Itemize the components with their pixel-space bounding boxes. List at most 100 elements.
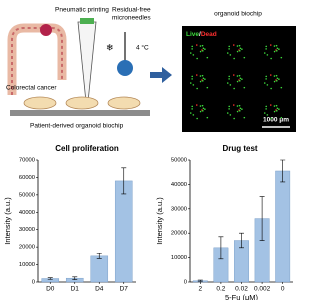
organoid [195, 44, 198, 46]
organoid [201, 44, 204, 47]
x-tick-label: D1 [71, 286, 80, 293]
y-axis-label: Intensity (a.u.) [155, 197, 164, 245]
image-background [182, 26, 296, 132]
organoid [202, 47, 205, 50]
organoid [228, 45, 231, 48]
organoid [278, 78, 280, 80]
organoid [270, 87, 272, 90]
bar [90, 255, 109, 283]
organoid [269, 104, 272, 106]
y-tick-label: 20000 [171, 231, 187, 237]
organoid [280, 116, 283, 119]
organoid [273, 50, 276, 53]
organoid [265, 105, 268, 108]
organoid [243, 116, 246, 119]
organoid [241, 48, 243, 50]
pipette [77, 21, 97, 103]
organoid [265, 108, 267, 110]
pipette-cap [80, 18, 94, 24]
error-bar [96, 252, 102, 259]
snow-icon: ❄ [106, 42, 114, 52]
bar [114, 180, 133, 283]
bar [275, 170, 291, 283]
colon-fold [11, 27, 63, 95]
error-bar [72, 276, 78, 280]
organoid [228, 105, 231, 108]
organoid [266, 114, 269, 116]
organoid [189, 82, 192, 84]
organoid [233, 87, 235, 90]
organoid [269, 74, 272, 76]
organoid [280, 86, 283, 89]
organoid [239, 107, 242, 110]
error-bar [259, 196, 265, 241]
y-tick-label: 60000 [19, 175, 35, 181]
organoid [228, 75, 231, 78]
organoid [278, 48, 280, 50]
y-tick-label: 40000 [19, 210, 35, 216]
y-tick-label: 0 [184, 280, 187, 286]
organoid [204, 108, 206, 110]
organoid [273, 75, 276, 77]
organoid [236, 45, 239, 47]
organoid [202, 50, 204, 52]
organoid [202, 110, 204, 112]
organoid [202, 77, 205, 80]
label: microneedles [112, 15, 151, 22]
organoid [265, 75, 268, 78]
arrow [150, 67, 172, 83]
organoid [276, 47, 279, 50]
dead: Dead [201, 31, 217, 38]
error-bar [121, 167, 127, 195]
y-tick-label: 40000 [171, 182, 187, 188]
organoid [199, 45, 202, 47]
x-tick-label: 0.002 [254, 286, 271, 293]
organoid [206, 86, 209, 89]
organoid [265, 48, 267, 50]
illustration: ❄ Pneumatic printing Residual-free micro… [6, 7, 172, 130]
separator: / [199, 31, 201, 38]
error-bar [47, 277, 53, 280]
organoid [189, 52, 192, 54]
organoid [191, 78, 193, 80]
organoid [228, 78, 230, 80]
organoid [202, 107, 205, 110]
x-tick-label: 0 [281, 286, 285, 293]
y-tick-label: 30000 [171, 206, 187, 212]
organoid [276, 50, 278, 52]
organoid [202, 80, 204, 82]
organoid [236, 80, 239, 83]
dish [65, 96, 99, 110]
label: Colorectal cancer [6, 85, 57, 92]
y-tick-label: 10000 [19, 262, 35, 268]
y-tick-label: 20000 [19, 245, 35, 251]
organoid [276, 110, 278, 112]
x-tick-label: D4 [95, 286, 104, 293]
organoid [229, 54, 232, 56]
organoid [270, 57, 272, 60]
organoid [266, 84, 269, 86]
x-tick-label: 0.02 [235, 286, 248, 293]
organoid [239, 110, 241, 112]
x-tick-label: D7 [120, 286, 129, 293]
organoid [191, 75, 194, 78]
image-title: organoid biochip [214, 11, 262, 18]
organoid [263, 112, 266, 114]
organoid [228, 48, 230, 50]
organoid [226, 112, 229, 114]
figure: ❄ Pneumatic printing Residual-free micro… [3, 7, 296, 300]
y-tick-label: 50000 [171, 158, 187, 164]
organoid [201, 104, 204, 107]
organoid [191, 108, 193, 110]
organoid [226, 82, 229, 84]
organoid [276, 80, 278, 82]
error-bar [197, 279, 203, 282]
x-tick-label: 0.2 [216, 286, 225, 293]
y-tick-label: 30000 [19, 227, 35, 233]
organoid [266, 54, 269, 56]
stain-label: Live/Dead [186, 31, 217, 38]
organoid [265, 45, 268, 48]
organoid [192, 114, 195, 116]
organoid [243, 56, 246, 59]
organoid [238, 104, 241, 107]
